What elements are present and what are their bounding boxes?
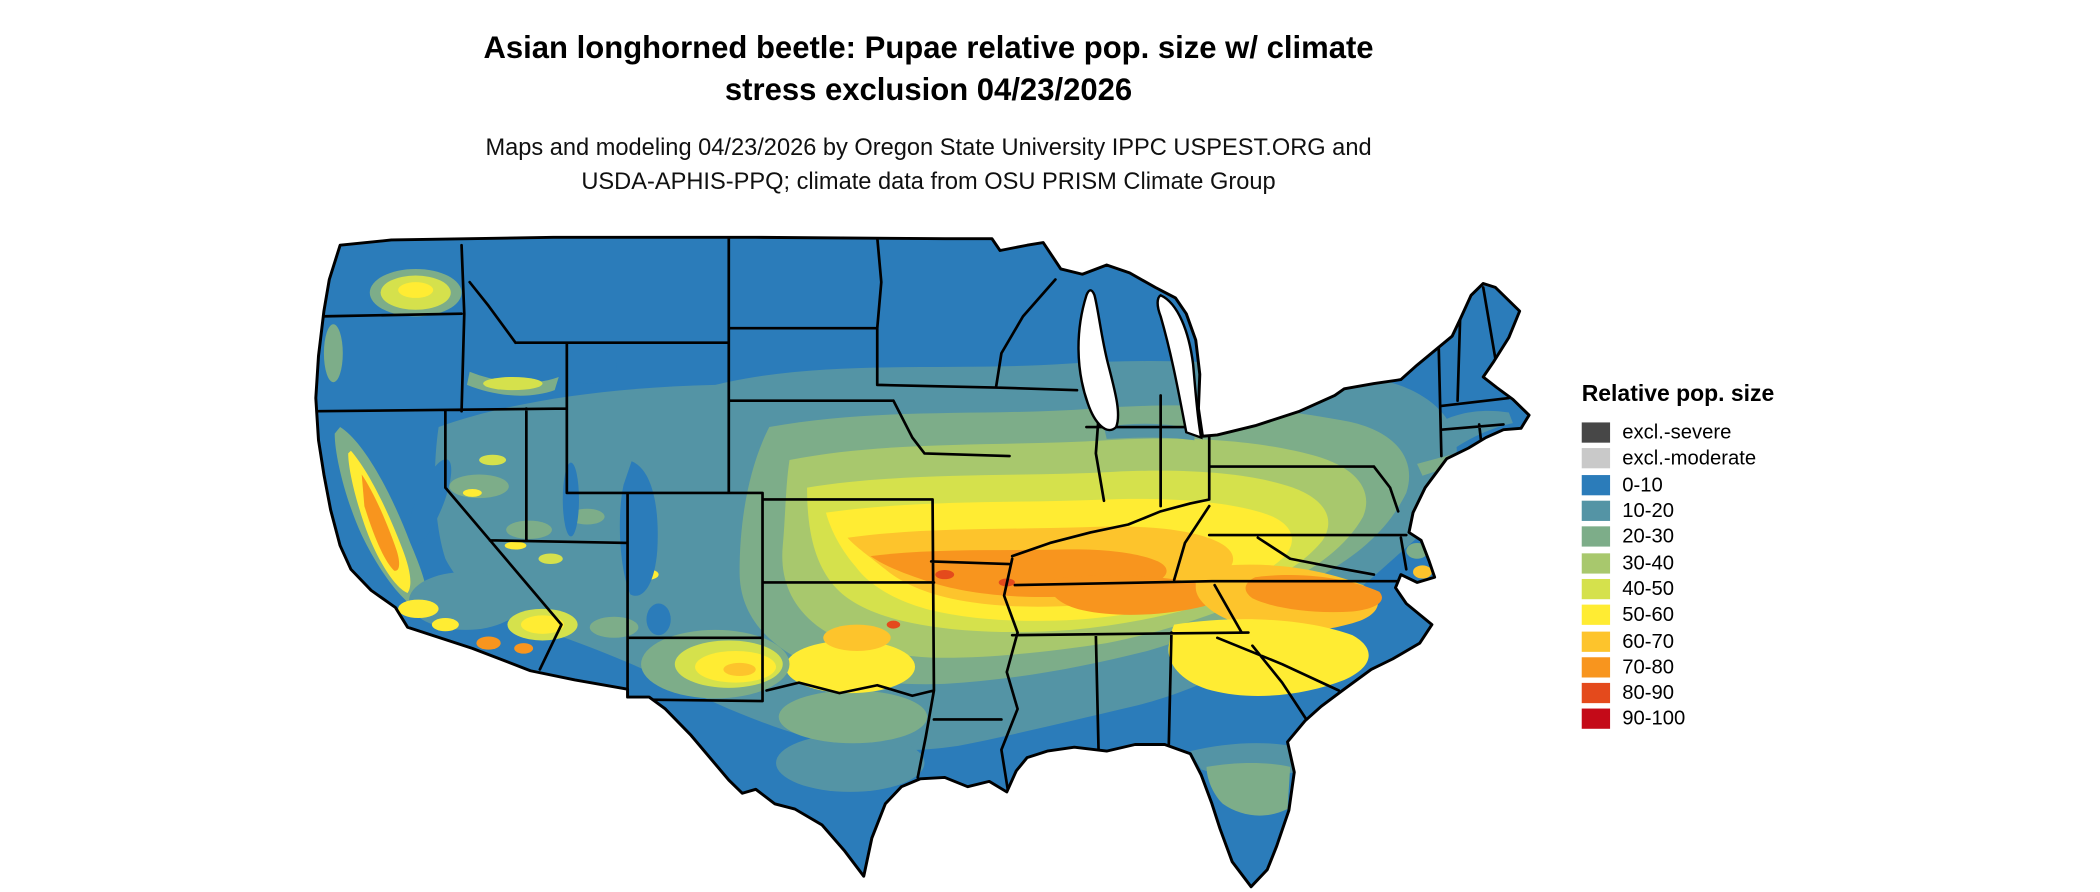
header: Asian longhorned beetle: Pupae relative …: [0, 0, 1857, 198]
legend-item: 60-70: [1581, 628, 1775, 654]
legend-item: 40-50: [1581, 576, 1775, 602]
legend-label: 0-10: [1622, 473, 1663, 497]
patch-az-nm-green: [589, 616, 639, 638]
patch-virginia-orange: [1245, 575, 1382, 613]
legend-item: 90-100: [1581, 706, 1775, 732]
legend-item: 20-30: [1581, 524, 1775, 550]
patch-mojave-teal: [408, 571, 523, 630]
patch-sierra-blue: [407, 459, 452, 548]
legend-item: excl.-severe: [1581, 420, 1775, 446]
patch-yuma-orange: [514, 643, 534, 654]
legend-item: 50-60: [1581, 602, 1775, 628]
pop-raster: [315, 237, 1530, 887]
patch-socal-yellow: [431, 618, 459, 632]
legend-item: 80-90: [1581, 680, 1775, 706]
patch-snake-plain-yg: [483, 376, 543, 391]
state-border-lines: [317, 237, 1511, 794]
patch-ca-valley-orange: [361, 474, 400, 571]
legend-swatch-90-100: [1581, 709, 1611, 730]
patch-wasatch-blue: [562, 462, 579, 537]
patch-nevada-yellow: [462, 488, 482, 497]
patch-texas-orange: [823, 624, 891, 651]
patch-imperial-orange: [476, 636, 501, 650]
patch-delmarva-orange: [1413, 565, 1432, 579]
legend-label: 80-90: [1622, 681, 1675, 705]
legend-label: excl.-severe: [1622, 421, 1732, 445]
legend-swatch-60-70: [1581, 630, 1611, 652]
legend-label: 20-30: [1622, 525, 1675, 549]
legend-label: 50-60: [1622, 603, 1675, 627]
map-title-line2: stress exclusion 04/23/2026: [724, 71, 1133, 107]
patch-new-england-coast-teal: [1435, 410, 1513, 457]
map-title: Asian longhorned beetle: Pupae relative …: [0, 27, 1857, 111]
patch-columbia-basin-yellow: [398, 282, 434, 298]
legend-swatch-0-10: [1581, 474, 1611, 495]
legend-label: 60-70: [1622, 629, 1675, 653]
patch-yellowstone-blue: [560, 349, 617, 384]
patch-nevada-green: [506, 520, 552, 540]
legend-label: 30-40: [1622, 551, 1675, 575]
legend: Relative pop. size excl.-severe excl.-mo…: [1581, 380, 1775, 733]
map-title-line1: Asian longhorned beetle: Pupae relative …: [483, 29, 1374, 65]
great-lakes: [1077, 289, 1203, 440]
legend-label: 10-20: [1622, 499, 1675, 523]
map-subtitle-line1: Maps and modeling 04/23/2026 by Oregon S…: [485, 133, 1372, 161]
patch-80-90-speck: [886, 620, 901, 629]
legend-item: 10-20: [1581, 498, 1775, 524]
lake-huron: [1156, 293, 1203, 440]
legend-label: 40-50: [1622, 577, 1675, 601]
map-subtitle-line2: USDA-APHIS-PPQ; climate data from OSU PR…: [581, 167, 1276, 195]
legend-swatch-10-20: [1581, 500, 1611, 521]
legend-swatch-40-50: [1581, 578, 1611, 600]
patch-willamette-green: [323, 324, 343, 383]
map-subtitle: Maps and modeling 04/23/2026 by Oregon S…: [0, 131, 1857, 198]
patch-west-texas-orange: [723, 662, 756, 677]
patch-texas-coastal-teal: [776, 733, 925, 792]
patch-80-90-speck: [935, 569, 955, 580]
patch-tennessee-orange: [1048, 575, 1219, 615]
conus-map: [310, 229, 1538, 890]
legend-swatch-20-30: [1581, 526, 1611, 548]
legend-swatch-80-90: [1581, 683, 1611, 704]
patch-rockies-blue: [619, 461, 658, 596]
patch-texas-green: [778, 690, 928, 744]
patch-new-mexico-mtn-blue: [646, 603, 671, 636]
patch-utah-yg: [538, 553, 563, 565]
us-outline: [314, 235, 1531, 889]
legend-label: excl.-moderate: [1622, 447, 1757, 471]
patch-nevada-yg: [479, 454, 507, 466]
legend-swatch-30-40: [1581, 552, 1611, 574]
lake-michigan: [1077, 289, 1120, 432]
patch-socal-yellow: [398, 599, 439, 619]
legend-item: 0-10: [1581, 472, 1775, 498]
patch-florida-central-green: [1206, 762, 1291, 816]
legend-title: Relative pop. size: [1581, 380, 1775, 407]
legend-label: 90-100: [1622, 707, 1686, 731]
legend-swatch-excl-severe: [1581, 422, 1611, 443]
legend-swatch-70-80: [1581, 657, 1611, 678]
patch-nevada-yellow: [504, 541, 527, 550]
legend-swatch-excl-moderate: [1581, 448, 1611, 469]
patch-arizona-yellow: [520, 615, 565, 634]
patch-texas-yellow: [785, 640, 916, 694]
legend-item: 70-80: [1581, 654, 1775, 680]
state-borders: [317, 237, 1511, 794]
legend-item: 30-40: [1581, 550, 1775, 576]
conus-map-svg: [314, 235, 1531, 889]
legend-swatch-50-60: [1581, 604, 1611, 626]
legend-item: excl.-moderate: [1581, 446, 1775, 472]
legend-label: 70-80: [1622, 655, 1675, 679]
